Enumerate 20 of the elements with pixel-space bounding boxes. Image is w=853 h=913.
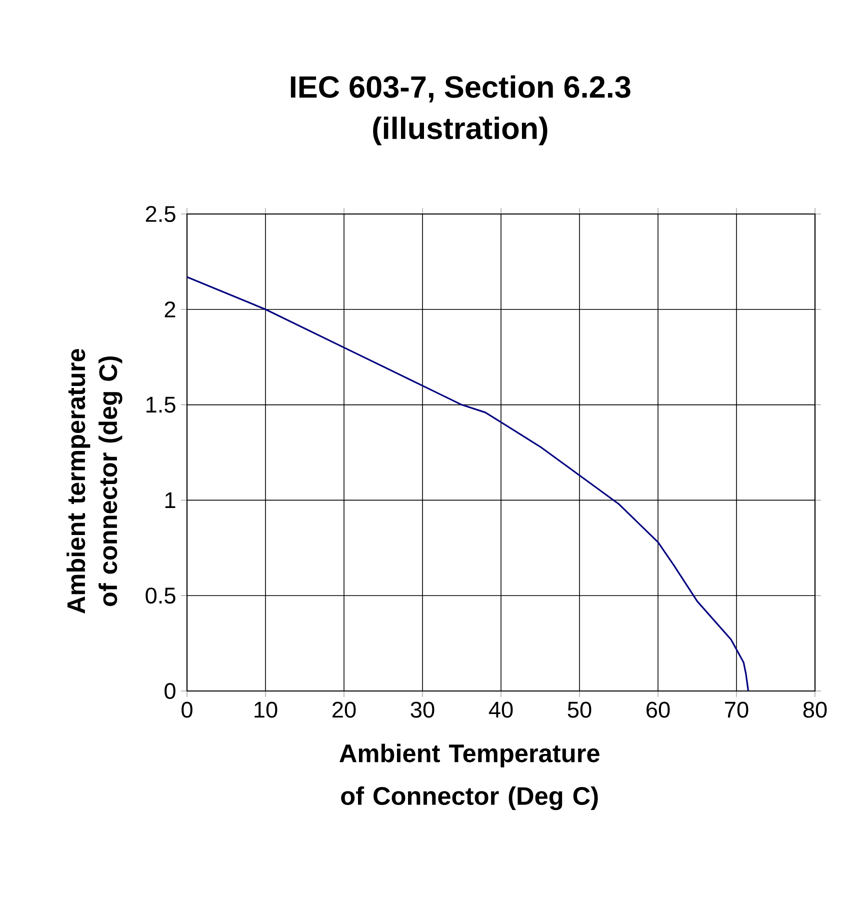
x-axis-title: Ambient Temperature of Connector (Deg C) <box>340 744 600 810</box>
x-tick-label: 20 <box>332 702 356 718</box>
y-tick-label: 1 <box>165 492 176 508</box>
x-tick-label: 60 <box>646 702 670 718</box>
x-tick-label: 50 <box>568 702 592 718</box>
x-tick-label: 30 <box>410 702 434 718</box>
y-axis-title: Ambient termperature of connector (deg C) <box>66 348 122 614</box>
x-tick-label: 40 <box>488 702 513 718</box>
y-tick-label: 1.5 <box>146 396 176 413</box>
x-tick-label: 10 <box>254 702 278 718</box>
y-tick-label: 0 <box>164 682 176 700</box>
x-tick-label: 80 <box>803 702 827 718</box>
y-tick-label: 2 <box>164 301 176 318</box>
chart-subtitle: (illustration) <box>373 116 548 146</box>
line-series <box>186 276 750 692</box>
chart-title: IEC 603-7, Section 6.2.3 <box>290 75 630 102</box>
y-tick-label: 2.5 <box>146 206 176 222</box>
x-tick-label: 0 <box>182 702 192 718</box>
x-tick-label: 70 <box>725 702 748 718</box>
y-tick-label: 0.5 <box>146 588 176 604</box>
